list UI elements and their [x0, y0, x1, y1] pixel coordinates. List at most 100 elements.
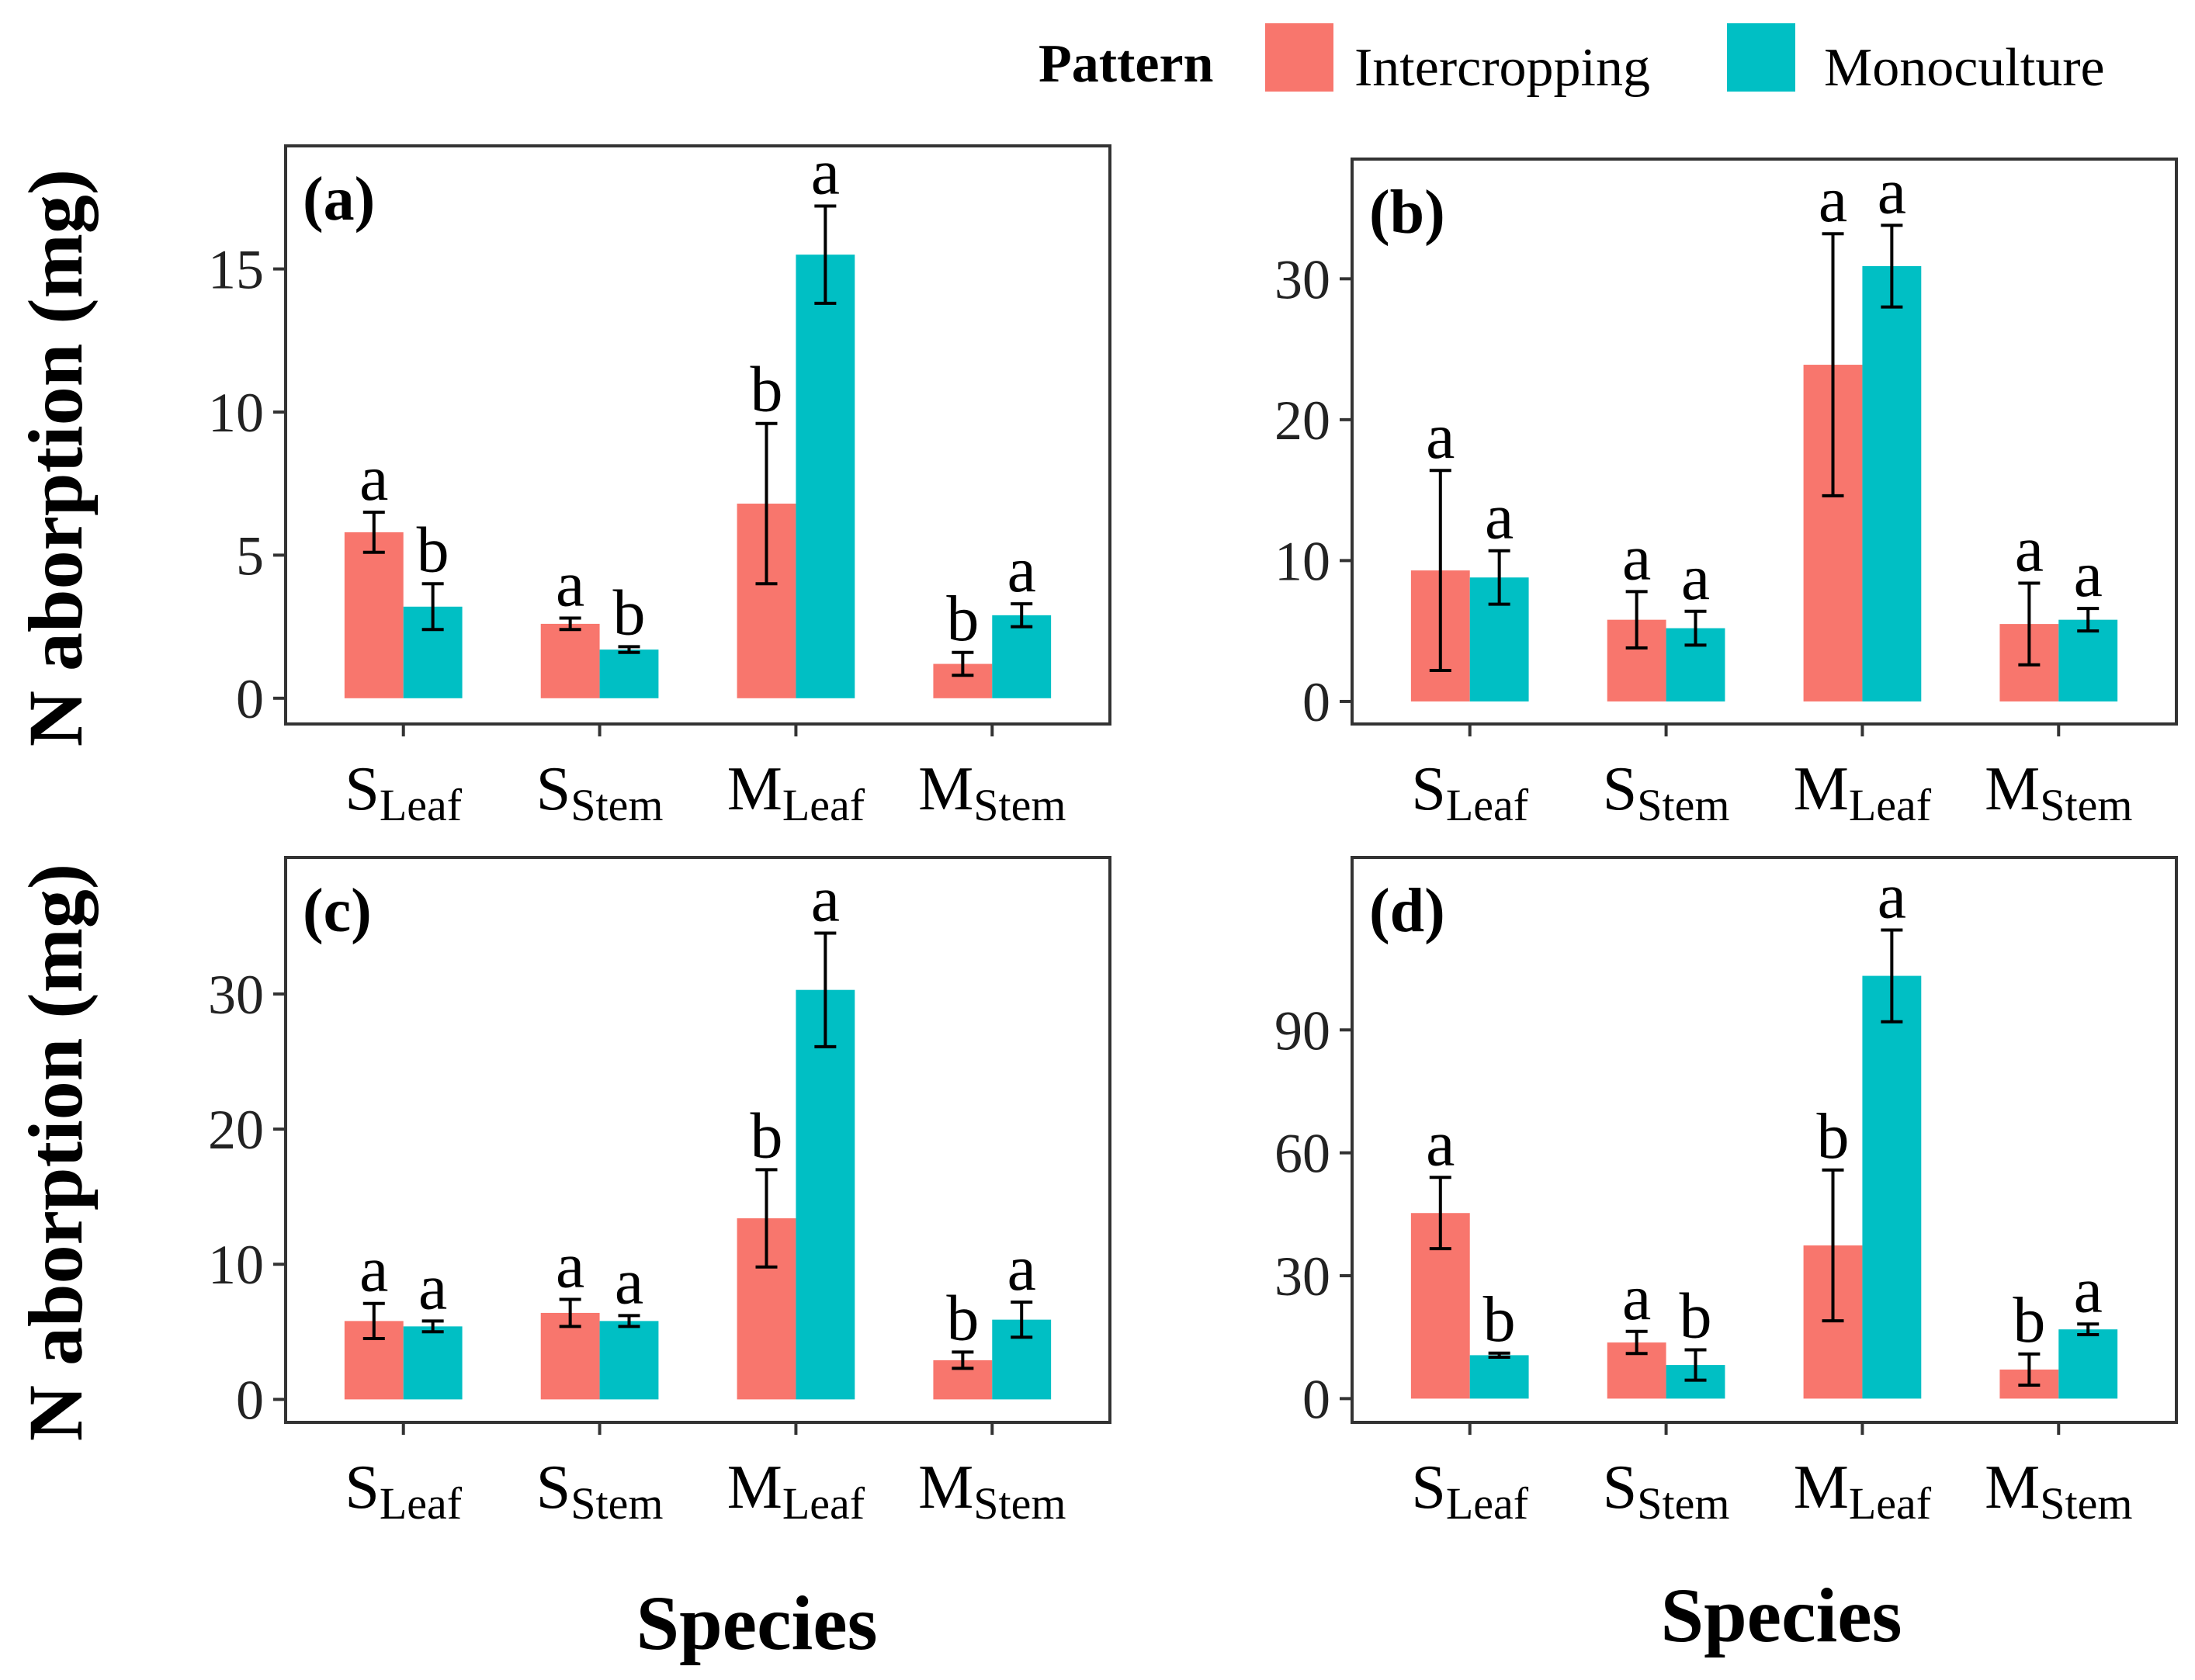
significance-letter: a — [1622, 521, 1651, 594]
x-tick-label: SLeaf — [345, 1453, 462, 1529]
y-tick-label: 5 — [236, 525, 264, 587]
y-tick-label: 15 — [208, 239, 264, 301]
significance-letter: b — [946, 583, 979, 655]
y-tick-label: 20 — [208, 1099, 264, 1161]
significance-letter: a — [2074, 1254, 2103, 1326]
significance-letter: a — [1819, 164, 1847, 236]
panel-label: (a) — [303, 165, 375, 234]
x-tick-label: MLeaf — [1794, 1453, 1932, 1529]
plot-frame — [1351, 158, 2178, 726]
significance-letter: a — [556, 1230, 584, 1302]
significance-letter: a — [418, 1251, 447, 1323]
bar-monoculture-2 — [599, 649, 659, 698]
significance-letter: a — [811, 864, 840, 936]
significance-letter: a — [615, 1245, 643, 1318]
significance-letter: b — [2013, 1284, 2045, 1356]
y-tick-label: 30 — [1274, 1245, 1330, 1308]
significance-letter: a — [359, 442, 388, 514]
significance-letter: b — [751, 354, 783, 426]
significance-letter: a — [1485, 481, 1514, 553]
x-tick-label: SStem — [1603, 755, 1730, 830]
x-tick-label: MStem — [918, 755, 1066, 830]
bar-intercropping-1 — [344, 532, 404, 698]
significance-letter: b — [1680, 1280, 1712, 1353]
x-tick-label: SStem — [536, 1453, 664, 1529]
x-tick-label: SStem — [1603, 1453, 1730, 1529]
y-tick-label: 30 — [1274, 248, 1330, 310]
bar-monoculture-4 — [992, 615, 1052, 698]
y-tick-label: 90 — [1274, 999, 1330, 1062]
y-axis-label-top: N aborption (mg) — [12, 169, 99, 746]
legend-label-monoculture: Monoculture — [1824, 38, 2105, 98]
significance-letter: b — [946, 1282, 979, 1354]
y-tick-label: 0 — [236, 1369, 264, 1431]
significance-letter: a — [359, 1234, 388, 1306]
x-tick-label: MStem — [1985, 755, 2132, 830]
plot-frame — [1351, 856, 2178, 1424]
significance-letter: a — [811, 136, 840, 208]
significance-letter: a — [1878, 860, 1906, 932]
x-tick-label: MLeaf — [727, 755, 865, 830]
bar-monoculture-4 — [2058, 1329, 2118, 1399]
legend-label-intercropping: Intercropping — [1354, 38, 1650, 98]
significance-letter: a — [1681, 542, 1710, 614]
panel-label: (b) — [1369, 178, 1445, 247]
significance-letter: a — [1007, 1232, 1036, 1304]
x-tick-label: MStem — [918, 1453, 1066, 1529]
bar-monoculture-4 — [2058, 619, 2118, 701]
y-axis-label-bottom: N aborption (mg) — [12, 864, 99, 1441]
legend-title: Pattern — [1039, 34, 1213, 94]
x-tick-label: MLeaf — [1794, 755, 1932, 830]
bar-monoculture-2 — [599, 1321, 659, 1400]
significance-letter: a — [1426, 1107, 1455, 1179]
plot-frame — [284, 856, 1111, 1424]
bar-monoculture-3 — [796, 989, 855, 1400]
x-tick-label: SLeaf — [1411, 755, 1528, 830]
x-tick-label: MLeaf — [727, 1453, 865, 1529]
x-tick-label: SLeaf — [1411, 1453, 1528, 1529]
significance-letter: a — [1007, 534, 1036, 606]
panel-label: (c) — [303, 877, 372, 945]
significance-letter: a — [1878, 155, 1906, 227]
significance-letter: a — [556, 549, 584, 621]
y-tick-label: 10 — [208, 382, 264, 444]
y-tick-label: 0 — [1302, 671, 1330, 733]
y-tick-label: 10 — [1274, 530, 1330, 592]
y-tick-label: 10 — [208, 1234, 264, 1296]
significance-letter: b — [1483, 1283, 1516, 1356]
x-tick-label: MStem — [1985, 1453, 2132, 1529]
x-axis-label-left: Species — [636, 1580, 877, 1666]
y-tick-label: 0 — [236, 668, 264, 730]
legend-swatch-monoculture — [1727, 23, 1795, 92]
bar-monoculture-1 — [403, 1326, 463, 1400]
significance-letter: b — [751, 1100, 783, 1172]
panel-label: (d) — [1369, 877, 1445, 945]
y-tick-label: 30 — [208, 964, 264, 1026]
y-tick-label: 0 — [1302, 1368, 1330, 1430]
bar-intercropping-2 — [540, 623, 600, 698]
bar-monoculture-3 — [1862, 265, 1922, 701]
plot-frame — [284, 144, 1111, 726]
legend: Pattern Intercropping Monoculture — [1039, 23, 2105, 98]
bar-monoculture-3 — [1862, 975, 1922, 1399]
significance-letter: a — [1426, 400, 1455, 473]
bar-monoculture-1 — [1469, 1355, 1529, 1399]
significance-letter: a — [2015, 513, 2044, 585]
bar-monoculture-3 — [796, 255, 855, 698]
legend-swatch-intercropping — [1265, 23, 1333, 92]
significance-letter: b — [417, 514, 449, 586]
x-axis-label-right: Species — [1660, 1572, 1902, 1658]
x-tick-label: SLeaf — [345, 755, 462, 830]
significance-letter: b — [1817, 1100, 1850, 1173]
significance-letter: b — [613, 577, 646, 649]
x-tick-label: SStem — [536, 755, 664, 830]
y-tick-label: 20 — [1274, 390, 1330, 452]
significance-letter: a — [1622, 1262, 1651, 1334]
significance-letter: a — [2074, 539, 2103, 611]
y-tick-label: 60 — [1274, 1123, 1330, 1185]
